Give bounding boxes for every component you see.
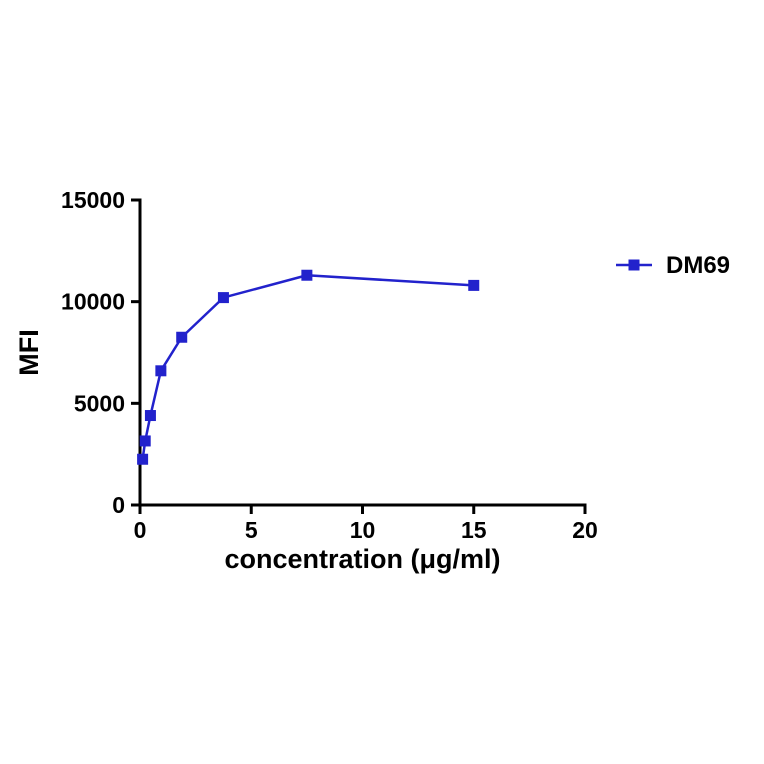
- legend-label: DM69: [666, 252, 730, 279]
- data-point-marker: [301, 269, 313, 281]
- y-tick-label: 15000: [61, 187, 125, 213]
- y-tick-label: 10000: [61, 289, 125, 315]
- y-tick-label: 5000: [74, 390, 125, 416]
- data-point-marker: [176, 331, 188, 343]
- series-line: [141, 273, 474, 460]
- x-tick-label: 10: [350, 517, 376, 543]
- data-point-marker: [144, 410, 156, 422]
- data-point-marker: [155, 365, 167, 377]
- x-tick-label: 15: [461, 517, 487, 543]
- x-tick-label: 5: [245, 517, 258, 543]
- y-axis-title: MFI: [14, 329, 44, 376]
- x-tick-label: 20: [572, 517, 598, 543]
- legend-marker-square: [628, 259, 640, 271]
- x-axis-title: concentration (μg/ml): [224, 544, 500, 574]
- data-point-marker: [137, 453, 149, 465]
- data-point-marker: [217, 292, 229, 304]
- data-point-marker: [139, 435, 151, 447]
- y-tick-label: 0: [112, 492, 125, 518]
- data-point-marker: [468, 279, 480, 291]
- x-tick-label: 0: [134, 517, 147, 543]
